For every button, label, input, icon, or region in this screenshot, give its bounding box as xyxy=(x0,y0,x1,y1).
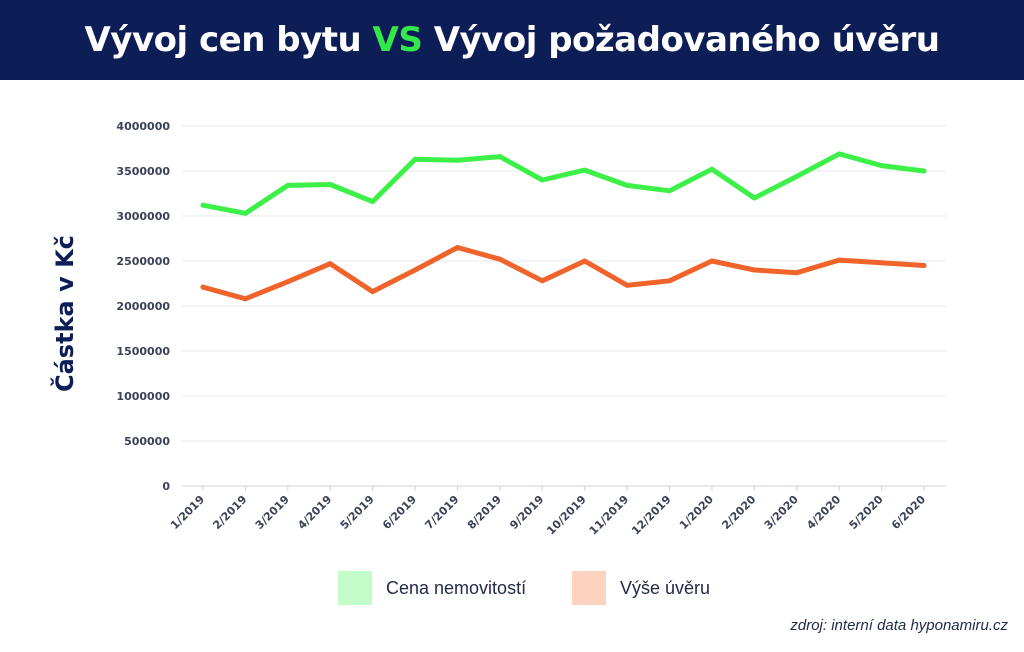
data-point xyxy=(497,256,503,262)
x-tick-label: 3/2020 xyxy=(762,493,801,532)
data-point xyxy=(836,151,842,157)
legend-label-loan: Výše úvěru xyxy=(620,577,711,598)
x-tick-label: 6/2019 xyxy=(380,493,419,532)
x-tick-label: 4/2020 xyxy=(804,493,843,532)
data-point xyxy=(709,258,715,264)
data-point xyxy=(751,267,757,273)
data-point xyxy=(327,261,333,267)
data-point xyxy=(794,174,800,179)
title-part-2: Vývoj požadovaného úvěru xyxy=(433,20,940,60)
data-point xyxy=(370,289,376,294)
data-point xyxy=(879,260,884,266)
x-tick-label: 5/2019 xyxy=(338,493,377,532)
data-point xyxy=(582,258,588,264)
x-tick-label: 12/2019 xyxy=(629,493,674,538)
data-point xyxy=(667,188,672,194)
data-point xyxy=(200,202,206,208)
y-tick-label: 0 xyxy=(162,480,170,493)
source-note: zdroj: interní data hyponamiru.cz xyxy=(790,617,1008,634)
legend-swatch-price xyxy=(338,571,372,605)
data-point xyxy=(285,279,291,285)
data-point xyxy=(285,183,291,188)
data-point xyxy=(412,156,418,162)
data-point xyxy=(539,177,545,183)
series-line-loan xyxy=(200,245,927,302)
data-point xyxy=(836,257,842,263)
y-tick-label: 500000 xyxy=(124,435,170,448)
data-point xyxy=(497,154,503,160)
x-tick-label: 4/2019 xyxy=(295,493,334,532)
y-tick-label: 1000000 xyxy=(116,390,170,403)
data-point xyxy=(624,282,630,288)
data-point xyxy=(327,182,333,187)
data-point xyxy=(412,267,418,273)
y-tick-label: 2000000 xyxy=(116,300,170,313)
x-tick-label: 2/2019 xyxy=(210,493,249,532)
data-point xyxy=(794,270,800,276)
data-point xyxy=(370,199,376,205)
data-point xyxy=(200,284,206,290)
data-point xyxy=(667,278,672,284)
data-point xyxy=(243,210,248,216)
header-banner: Vývoj cen bytu VS Vývoj požadovaného úvě… xyxy=(0,0,1024,80)
title-vs: VS xyxy=(372,20,423,60)
y-tick-label: 1500000 xyxy=(116,345,170,358)
x-tick-label: 1/2019 xyxy=(168,493,207,532)
y-tick-label: 2500000 xyxy=(116,255,170,268)
data-point xyxy=(243,296,248,302)
legend-label-price: Cena nemovitostí xyxy=(386,577,527,598)
legend-item-loan: Výše úvěru xyxy=(572,571,710,605)
series-line-price xyxy=(200,151,927,216)
x-tick-label: 6/2020 xyxy=(889,493,928,532)
legend-swatch-loan xyxy=(572,571,606,605)
page-title: Vývoj cen bytu VS Vývoj požadovaného úvě… xyxy=(84,20,940,60)
x-tick-label: 7/2019 xyxy=(422,493,461,532)
title-part-1: Vývoj cen bytu xyxy=(84,20,362,60)
x-tick-label: 5/2020 xyxy=(847,493,886,532)
x-tick-label: 9/2019 xyxy=(507,493,546,532)
data-point xyxy=(582,167,588,173)
legend-item-price: Cena nemovitostí xyxy=(338,571,526,605)
data-point xyxy=(751,195,757,201)
y-tick-label: 3500000 xyxy=(116,165,170,178)
y-tick-label: 3000000 xyxy=(116,210,170,223)
x-tick-label: 1/2020 xyxy=(677,493,716,532)
data-point xyxy=(921,168,927,174)
data-point xyxy=(455,157,460,163)
data-point xyxy=(879,163,884,169)
y-tick-label: 4000000 xyxy=(116,120,170,133)
x-tick-label: 2/2020 xyxy=(719,493,758,532)
x-tick-label: 3/2019 xyxy=(253,493,292,532)
x-tick-label: 8/2019 xyxy=(465,493,504,532)
data-point xyxy=(539,278,545,284)
x-tick-label: 11/2019 xyxy=(587,493,632,538)
data-point xyxy=(709,166,715,172)
x-tick-label: 10/2019 xyxy=(544,493,589,538)
data-point xyxy=(624,183,630,188)
data-point xyxy=(455,245,460,250)
data-point xyxy=(921,263,927,268)
